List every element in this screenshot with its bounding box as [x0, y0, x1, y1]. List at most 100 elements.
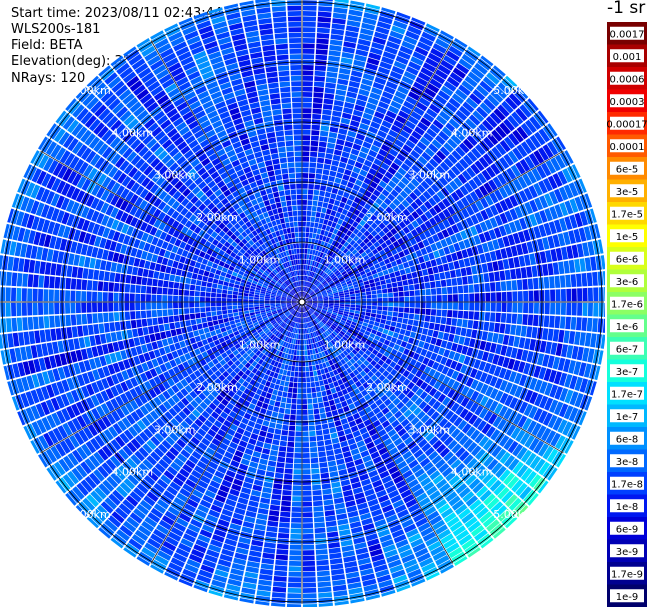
range-gate	[426, 302, 431, 309]
range-gate	[402, 144, 413, 154]
range-gate	[545, 250, 552, 263]
range-gate	[559, 217, 568, 232]
range-gate	[402, 280, 408, 286]
range-gate	[432, 266, 439, 274]
range-gate	[425, 288, 431, 296]
range-gate	[538, 224, 547, 237]
range-gate	[327, 232, 333, 238]
range-gate	[361, 273, 367, 279]
range-gate	[533, 226, 542, 239]
range-gate	[458, 58, 473, 70]
range-gate	[330, 283, 336, 288]
range-gate	[462, 319, 468, 328]
range-gate	[584, 332, 592, 347]
range-gate	[450, 191, 460, 202]
range-gate	[316, 554, 329, 561]
range-gate	[534, 131, 546, 146]
range-gate	[442, 219, 451, 228]
range-gate	[432, 73, 446, 85]
range-gate	[376, 153, 385, 162]
range-gate	[360, 28, 374, 36]
range-gate	[400, 105, 412, 115]
range-gate	[337, 218, 344, 225]
range-gate	[355, 305, 361, 308]
range-gate	[582, 242, 590, 257]
range-gate	[466, 347, 474, 357]
range-gate	[455, 63, 470, 75]
range-gate	[382, 226, 390, 234]
range-gate	[364, 315, 370, 320]
range-gate	[353, 284, 359, 288]
range-gate	[430, 183, 440, 193]
range-gate	[311, 119, 321, 125]
range-gate	[435, 316, 441, 324]
range-gate	[487, 332, 494, 342]
range-gate	[302, 442, 310, 448]
range-gate	[289, 544, 302, 550]
range-gate	[460, 267, 467, 277]
range-gate	[308, 289, 312, 294]
range-gate	[378, 193, 387, 201]
range-gate	[460, 327, 467, 337]
range-gate	[348, 125, 358, 133]
range-gate	[352, 109, 363, 117]
range-gate	[472, 89, 486, 101]
range-gate	[168, 315, 174, 323]
range-gate	[533, 150, 545, 164]
range-gate	[333, 278, 339, 283]
range-gate	[355, 99, 367, 107]
range-gate	[536, 165, 547, 179]
range-gate	[590, 333, 597, 348]
range-gate	[312, 113, 322, 120]
range-gate	[403, 186, 412, 195]
range-gate	[480, 55, 494, 67]
range-gate	[314, 533, 327, 539]
range-gate	[325, 237, 331, 243]
range-gate	[357, 38, 371, 47]
range-gate	[494, 378, 503, 389]
range-gate	[449, 72, 463, 84]
range-gate	[312, 233, 317, 239]
range-gate	[550, 289, 556, 302]
range-gate	[511, 111, 524, 125]
range-gate	[333, 254, 339, 260]
range-gate	[382, 51, 396, 60]
range-gate	[578, 362, 587, 377]
range-gate	[289, 550, 302, 556]
range-gate	[289, 560, 302, 566]
range-gate	[369, 265, 376, 271]
range-gate	[433, 204, 442, 214]
range-gate	[437, 264, 444, 273]
range-gate	[490, 282, 496, 292]
range-gate	[538, 147, 549, 161]
range-gate	[460, 364, 468, 374]
range-gate	[370, 313, 376, 318]
range-gate	[302, 178, 309, 184]
range-gate	[309, 271, 312, 277]
range-gate	[574, 196, 584, 211]
range-gate	[404, 291, 410, 297]
range-gate	[397, 263, 404, 270]
range-gate	[318, 302, 323, 305]
range-gate	[367, 233, 374, 241]
range-gate	[430, 309, 437, 316]
range-gate	[408, 246, 415, 254]
range-gate	[439, 146, 450, 157]
range-gate	[342, 46, 355, 54]
range-gate	[370, 121, 381, 130]
range-gate	[436, 150, 447, 161]
range-gate	[470, 368, 478, 379]
range-gate	[516, 279, 523, 290]
range-gate	[463, 257, 471, 267]
range-gate	[394, 185, 403, 194]
range-gate	[468, 114, 481, 126]
range-gate	[312, 297, 318, 300]
range-gate	[536, 238, 545, 251]
range-gate	[313, 287, 318, 292]
range-gate	[438, 211, 447, 221]
range-gate	[489, 192, 499, 204]
range-gate	[489, 68, 504, 81]
range-gate	[429, 123, 441, 134]
range-gate	[317, 16, 331, 23]
range-gate	[298, 377, 302, 383]
